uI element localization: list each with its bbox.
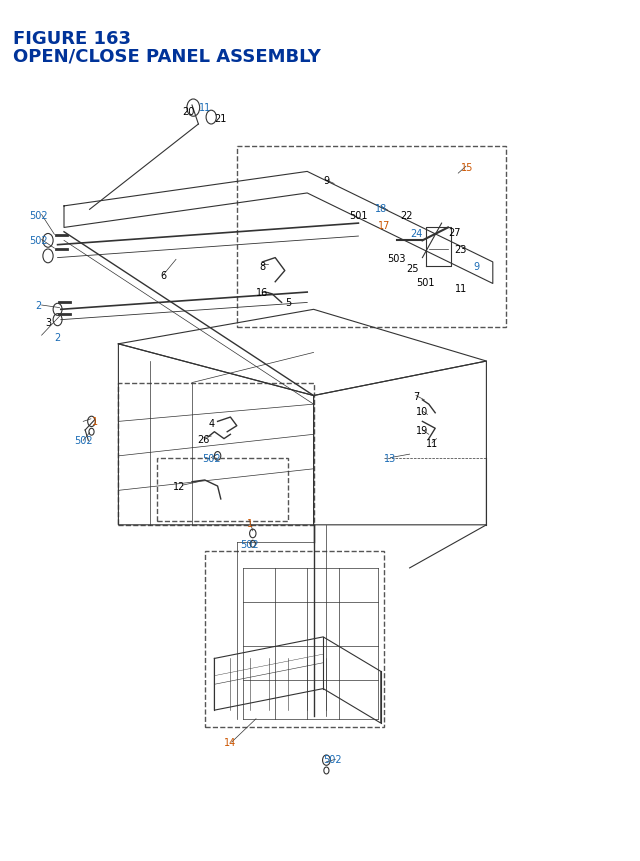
- Text: 15: 15: [461, 163, 474, 173]
- Text: 503: 503: [388, 253, 406, 263]
- Text: 3: 3: [45, 318, 51, 328]
- Text: 502: 502: [323, 754, 342, 765]
- Text: 14: 14: [224, 737, 237, 747]
- Text: 22: 22: [400, 210, 413, 220]
- Text: 501: 501: [417, 277, 435, 288]
- Text: 13: 13: [384, 453, 397, 463]
- Text: 21: 21: [214, 114, 227, 124]
- Text: 27: 27: [448, 227, 461, 238]
- Text: 4: 4: [208, 418, 214, 429]
- Text: 502: 502: [74, 436, 93, 446]
- Text: 501: 501: [349, 210, 367, 220]
- Text: 23: 23: [454, 245, 467, 255]
- Text: 10: 10: [416, 406, 429, 417]
- Text: 25: 25: [406, 263, 419, 274]
- Text: 502: 502: [240, 539, 259, 549]
- Text: 18: 18: [374, 203, 387, 214]
- Text: 24: 24: [410, 229, 422, 239]
- Text: 11: 11: [198, 102, 211, 113]
- Text: 9: 9: [323, 176, 330, 186]
- Text: 9: 9: [474, 262, 480, 272]
- Text: 11: 11: [454, 283, 467, 294]
- Text: 11: 11: [426, 438, 438, 449]
- Text: 6: 6: [160, 270, 166, 281]
- Text: 502: 502: [29, 210, 48, 220]
- Text: 2: 2: [54, 332, 61, 343]
- Text: 7: 7: [413, 391, 419, 401]
- Text: 26: 26: [197, 434, 210, 444]
- Text: 1: 1: [246, 518, 253, 529]
- Text: 502: 502: [29, 236, 48, 246]
- Text: 12: 12: [173, 481, 186, 492]
- Text: 19: 19: [416, 425, 429, 436]
- Text: 1: 1: [92, 417, 98, 427]
- Text: 8: 8: [259, 262, 266, 272]
- Text: 16: 16: [256, 288, 269, 298]
- Text: 502: 502: [202, 453, 221, 463]
- Text: OPEN/CLOSE PANEL ASSEMBLY: OPEN/CLOSE PANEL ASSEMBLY: [13, 47, 321, 65]
- Text: 17: 17: [378, 220, 390, 231]
- Text: 5: 5: [285, 298, 291, 308]
- Text: 20: 20: [182, 107, 195, 117]
- Text: 2: 2: [35, 300, 42, 311]
- Text: FIGURE 163: FIGURE 163: [13, 30, 131, 48]
